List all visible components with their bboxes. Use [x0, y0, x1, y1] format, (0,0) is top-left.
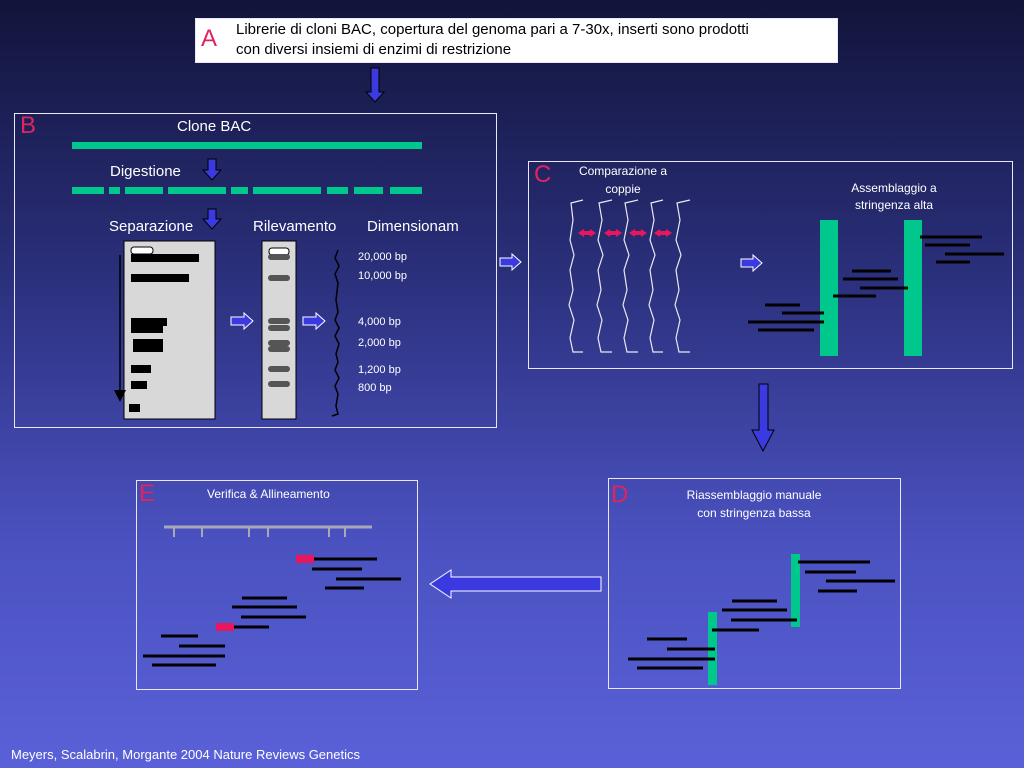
contig-c-1 — [820, 220, 838, 356]
separation-label: Separazione — [109, 218, 194, 235]
detection-label: Rilevamento — [253, 218, 337, 235]
panel-a-box — [195, 18, 838, 63]
panel-a-text-line2: con diversi insiemi di enzimi di restriz… — [236, 41, 512, 58]
panel-a-letter: A — [201, 25, 218, 52]
panel-c-letter: C — [534, 161, 552, 188]
clones-d — [628, 560, 895, 670]
right-arrow-b-c — [499, 252, 522, 272]
map-ticks — [173, 527, 346, 537]
panel-d-title-line2: con stringenza bassa — [697, 506, 811, 520]
assembly-label-line1: Assemblaggio a — [851, 181, 937, 195]
panel-d-letter: D — [611, 481, 629, 508]
clones-e — [143, 557, 401, 667]
gel-bands — [129, 254, 199, 412]
clone-bac-label: Clone BAC — [177, 118, 252, 135]
sizing-trace — [331, 249, 340, 417]
size-1200: 1,200 bp — [358, 364, 401, 376]
panel-b-letter: B — [20, 112, 37, 139]
contig-d-2 — [791, 554, 800, 627]
panel-d-box — [608, 478, 901, 689]
digested-fragments — [72, 187, 422, 194]
contig-c-2 — [904, 220, 922, 356]
size-10000: 10,000 bp — [358, 270, 407, 282]
size-2000: 2,000 bp — [358, 337, 401, 349]
highlight-e-1 — [296, 555, 314, 563]
panel-e-box — [136, 480, 418, 690]
panel-c-box — [528, 161, 1013, 369]
right-arrow-trace — [302, 311, 326, 331]
panel-a-text-line1: Librerie di cloni BAC, copertura del gen… — [236, 21, 749, 38]
down-arrow-c-d — [751, 383, 775, 453]
pairwise-label-line2: coppie — [605, 182, 641, 196]
right-arrow-c-internal — [740, 253, 763, 273]
down-arrow-a-b — [364, 67, 386, 103]
highlight-e-2 — [216, 623, 234, 631]
panel-d-title-line1: Riassemblaggio manuale — [686, 488, 822, 502]
size-4000: 4,000 bp — [358, 316, 401, 328]
right-arrow-gel — [230, 311, 254, 331]
compare-arrows — [578, 229, 672, 237]
citation: Meyers, Scalabrin, Morgante 2004 Nature … — [11, 747, 360, 762]
sizing-label: Dimensionam — [367, 218, 459, 235]
pairwise-traces — [568, 199, 691, 353]
panel-e-letter: E — [139, 480, 156, 507]
panel-e-title: Verifica & Allineamento — [207, 487, 330, 501]
panel-b-box — [14, 113, 497, 428]
assembly-label-line2: stringenza alta — [854, 198, 934, 212]
clones-c — [748, 235, 1004, 332]
detected-bands — [268, 254, 290, 387]
down-arrow-digestion — [201, 158, 223, 181]
pairwise-label-line1: Comparazione a — [578, 164, 668, 178]
digestion-label: Digestione — [110, 163, 181, 180]
size-20000: 20,000 bp — [358, 251, 407, 263]
down-arrow-separation — [201, 208, 223, 230]
size-800: 800 bp — [358, 382, 392, 394]
left-arrow-d-e — [429, 569, 602, 599]
clone-bac-bar — [72, 142, 422, 149]
